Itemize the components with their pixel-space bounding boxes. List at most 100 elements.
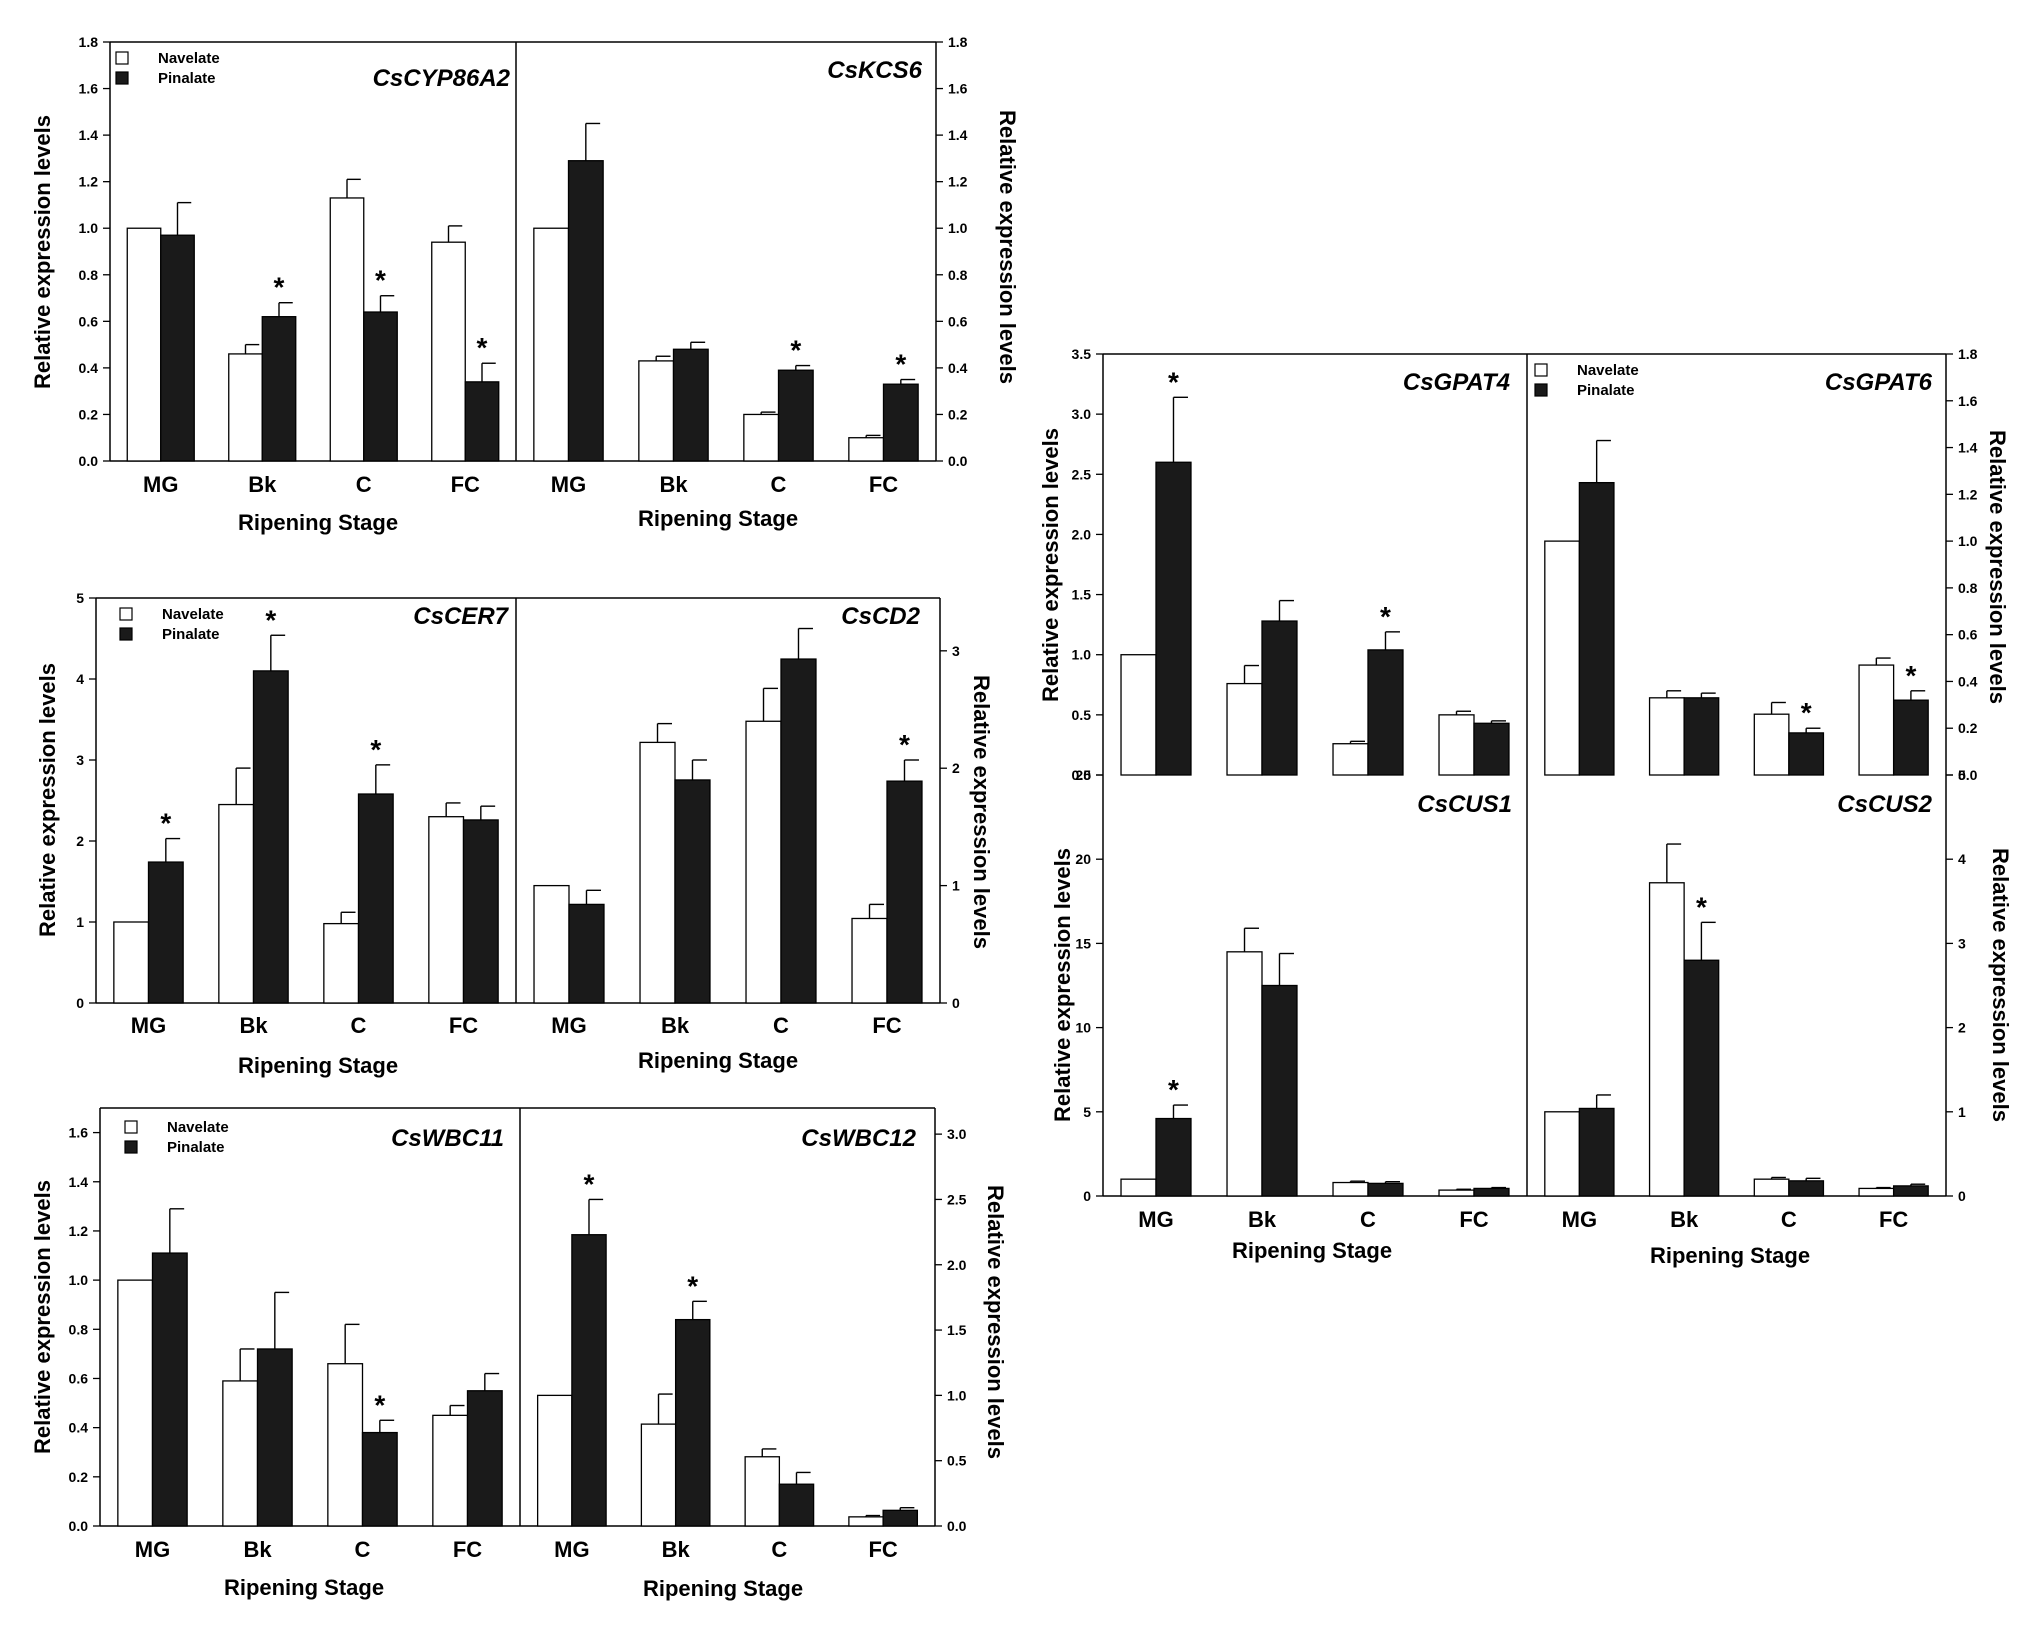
bar-navelate [1648, 882, 1685, 1197]
bar-navelate [1332, 743, 1369, 776]
legend-swatch-pinalate [124, 1140, 138, 1154]
bar-navelate [1753, 1178, 1790, 1197]
y-tick-label: 0 [1958, 1188, 1966, 1204]
bar-navelate [536, 1394, 573, 1527]
bar-pinalate [361, 1431, 398, 1527]
y-tick-label: 0 [952, 995, 960, 1011]
bar-navelate [1120, 654, 1157, 776]
x-axis-label: Ripening Stage [1232, 1238, 1392, 1263]
y-tick-label: 0 [76, 995, 84, 1011]
significance-star: * [895, 349, 906, 380]
legend-swatch-navelate [124, 1120, 138, 1134]
y-tick-label: 1.2 [948, 174, 968, 190]
bar-navelate [1438, 1189, 1475, 1197]
x-axis-label: Ripening Stage [224, 1575, 384, 1600]
y-tick-label: 1.0 [948, 220, 968, 236]
y-tick-label: 0.5 [947, 1453, 967, 1469]
significance-star: * [1696, 891, 1707, 922]
legend-swatch-navelate [119, 607, 133, 621]
x-tick-label: MG [1138, 1207, 1173, 1232]
significance-star: * [370, 734, 381, 765]
bar-navelate [323, 922, 360, 1004]
x-tick-label: MG [554, 1537, 589, 1562]
bar-pinalate [464, 381, 500, 462]
x-axis-label: Ripening Stage [1650, 1243, 1810, 1268]
legend-label: Navelate [167, 1119, 229, 1136]
bar-navelate [432, 1414, 469, 1527]
bar-navelate [1544, 540, 1581, 776]
bar-pinalate [1155, 1117, 1192, 1197]
y-tick-label: 2 [952, 760, 960, 776]
y-tick-label: 0.5 [1072, 707, 1092, 723]
bar-navelate [640, 1423, 677, 1527]
y-tick-label: 4 [76, 671, 84, 687]
panel-title: CsKCS6 [827, 57, 922, 84]
panel-title: CsWBC11 [391, 1125, 504, 1152]
y-tick-label: 1.0 [1072, 647, 1092, 663]
bar-navelate [745, 720, 782, 1004]
bar-pinalate [1155, 461, 1192, 776]
bar-pinalate [466, 1390, 503, 1527]
bar-navelate [126, 227, 162, 462]
x-tick-label: C [771, 1537, 787, 1562]
y-tick-label: 0.0 [947, 1518, 967, 1534]
x-tick-label: MG [131, 1013, 166, 1038]
y-tick-label: 1 [952, 878, 960, 894]
y-tick-label: 0.6 [1958, 627, 1978, 643]
bar-navelate [848, 437, 885, 462]
y-tick-label: 1.8 [1958, 346, 1978, 362]
y-tick-label: 0.0 [948, 453, 968, 469]
bar-navelate [218, 803, 255, 1004]
y-tick-label: 5 [76, 590, 84, 606]
x-tick-label: Bk [659, 472, 688, 497]
legend-label: Navelate [162, 606, 224, 623]
y-tick-label: 2.0 [1072, 526, 1092, 542]
y-tick-label: 0.0 [69, 1518, 89, 1534]
y-axis-label: Relative expression levels [1985, 430, 2010, 704]
bar-pinalate [777, 369, 814, 462]
y-tick-label: 4 [1958, 851, 1966, 867]
y-tick-label: 0.8 [948, 267, 968, 283]
bar-pinalate [778, 1483, 815, 1527]
y-tick-label: 0 [1083, 1188, 1091, 1204]
bar-navelate [848, 1516, 884, 1527]
y-tick-label: 1.4 [69, 1174, 89, 1190]
bar-navelate [1753, 713, 1790, 776]
y-tick-label: 1.8 [948, 34, 968, 50]
bar-pinalate [1261, 620, 1298, 776]
legend-label: Pinalate [158, 70, 216, 87]
y-tick-label: 5 [1083, 1104, 1091, 1120]
panel-CsGPAT6: 0.0 0.2 0.4 0.6 0.8 1.0 1.2 1.4 1.6 1.8 Relative e… [1526, 346, 2010, 783]
bar-pinalate [1788, 732, 1825, 776]
y-tick-label: 0.0 [1072, 767, 1092, 783]
bar-pinalate [882, 1509, 919, 1527]
y-tick-label: 20 [1075, 851, 1091, 867]
x-tick-label: C [356, 472, 372, 497]
y-tick-label: 0.8 [1958, 580, 1978, 596]
y-tick-label: 1.6 [79, 81, 99, 97]
y-tick-label: 3 [952, 643, 960, 659]
y-axis-label: Relative expression levels [1988, 848, 2013, 1122]
y-tick-label: 1.4 [79, 127, 99, 143]
legend-label: Navelate [158, 50, 220, 67]
y-tick-label: 0.8 [69, 1321, 89, 1337]
x-axis-label: Ripening Stage [638, 506, 798, 531]
x-axis-label: Ripening Stage [643, 1576, 803, 1601]
bar-pinalate [568, 903, 605, 1004]
legend-swatch-pinalate [1534, 383, 1548, 397]
bar-pinalate [1683, 697, 1720, 776]
bar-pinalate [1578, 481, 1615, 776]
x-tick-label: C [1781, 1207, 1797, 1232]
y-tick-label: 1.4 [1958, 440, 1978, 456]
panel-CsCUS2: 0 1 2 3 4 5 Relative expression levels CsCUS2 MG… [1526, 767, 2013, 1268]
bar-pinalate [672, 348, 709, 462]
y-axis-label: Relative expression levels [30, 115, 55, 389]
bar-navelate [1226, 682, 1263, 776]
bar-navelate [1858, 664, 1895, 776]
bar-pinalate [151, 1252, 188, 1527]
y-tick-label: 3.0 [947, 1126, 967, 1142]
y-tick-label: 1.6 [948, 81, 968, 97]
significance-star: * [274, 272, 285, 303]
panel-CsWBC12: 0.0 0.5 1.0 1.5 2.0 2.5 3.0 Relative expression… [519, 1107, 1008, 1601]
bar-navelate [117, 1279, 154, 1527]
